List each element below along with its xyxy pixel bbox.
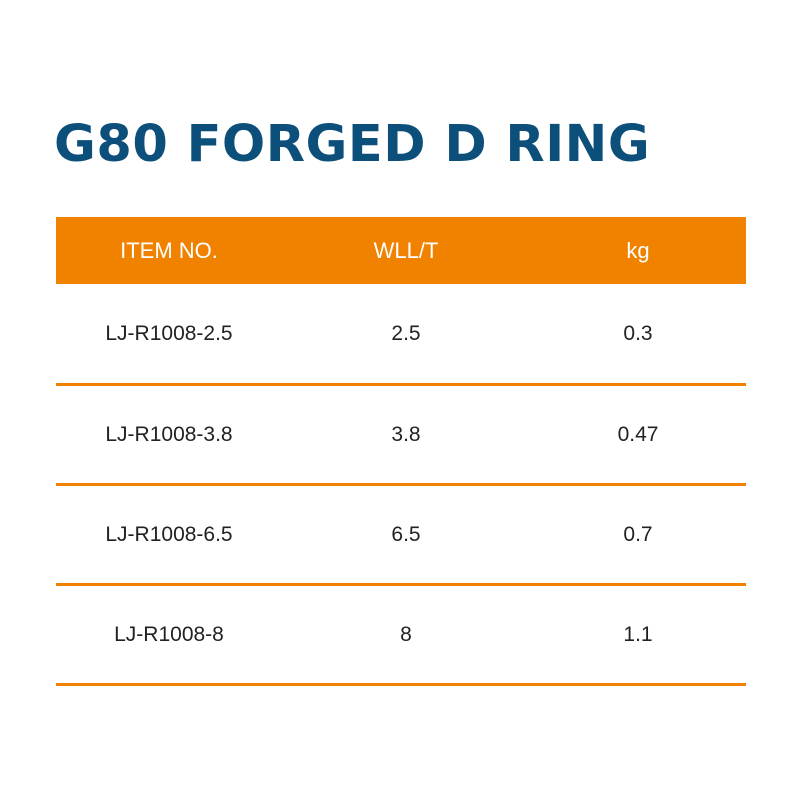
wll-cell: 2.5 [391,321,421,345]
kg-cell: 1.1 [623,622,653,646]
wll-cell: 3.8 [391,422,421,446]
item-no-cell: LJ-R1008-6.5 [105,522,233,546]
wll-cell: 6.5 [391,522,421,546]
item-no-cell: LJ-R1008-3.8 [105,422,233,446]
page-title: G80 FORGED D RING [54,115,651,174]
wll-cell: 8 [400,622,412,646]
table-header: ITEM NO. WLL/T kg [56,217,746,284]
table-row: LJ-R1008-3.8 3.8 0.47 [56,386,746,486]
header-kg: kg [626,237,650,263]
item-no-cell: LJ-R1008-2.5 [105,321,233,345]
kg-cell: 0.7 [623,522,653,546]
header-item-no: ITEM NO. [120,237,218,263]
kg-cell: 0.47 [617,422,659,446]
table-row: LJ-R1008-8 8 1.1 [56,586,746,686]
table-row: LJ-R1008-2.5 2.5 0.3 [56,284,746,386]
header-wll: WLL/T [373,237,439,263]
item-no-cell: LJ-R1008-8 [114,622,224,646]
table-row: LJ-R1008-6.5 6.5 0.7 [56,486,746,586]
kg-cell: 0.3 [623,321,653,345]
spec-table: ITEM NO. WLL/T kg LJ-R1008-2.5 2.5 0.3 L… [56,217,746,686]
